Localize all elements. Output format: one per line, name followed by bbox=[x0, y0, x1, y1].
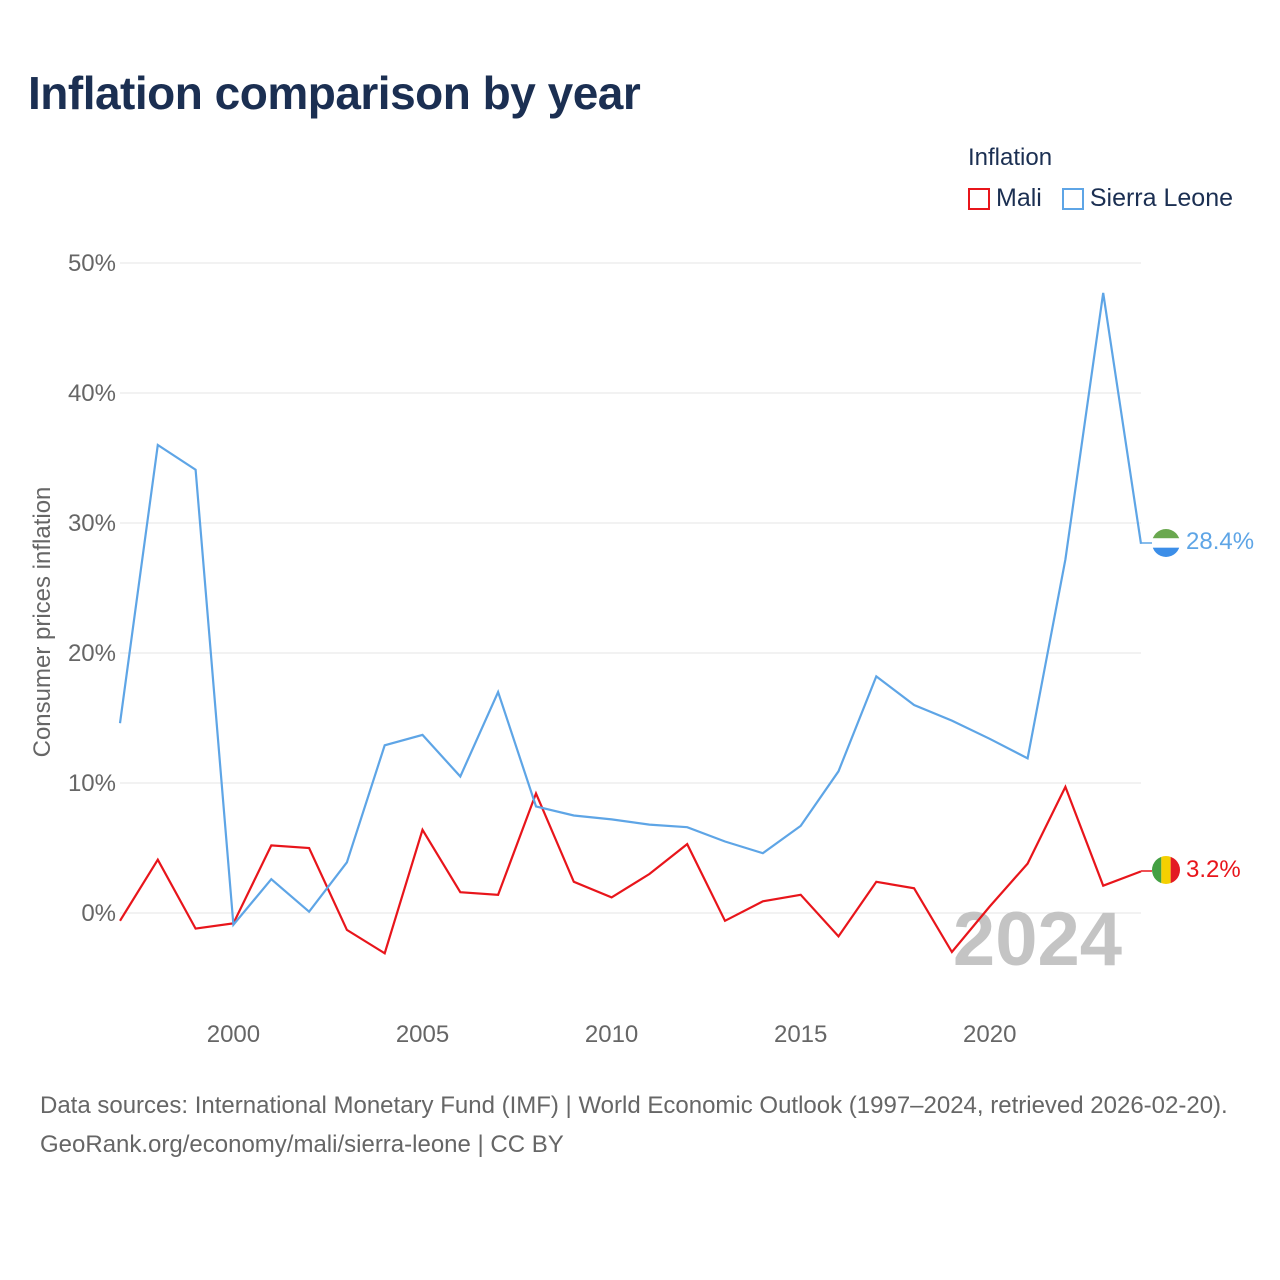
legend-label-mali: Mali bbox=[996, 184, 1042, 212]
chart-title: Inflation comparison by year bbox=[28, 67, 641, 119]
gridlines bbox=[120, 262, 1141, 914]
x-tick-label: 2020 bbox=[963, 1021, 1016, 1048]
y-axis-label: Consumer prices inflation bbox=[29, 487, 56, 758]
legend-title: Inflation bbox=[968, 144, 1053, 171]
inflation-line-chart: 0% 10% 20% 30% 40% 50% 2000 2005 2010 2015 2020 C… bbox=[29, 250, 1254, 1048]
legend-items: Mali Sierra Leone bbox=[968, 184, 1233, 213]
data-sources: Data sources: International Monetary Fun… bbox=[40, 1092, 1228, 1119]
y-tick-label: 50% bbox=[68, 250, 116, 277]
y-tick-label: 20% bbox=[68, 640, 116, 667]
mali-flag bbox=[1152, 856, 1180, 884]
y-tick-label: 30% bbox=[68, 510, 116, 537]
sierra-leone-end-label: 28.4% bbox=[1186, 528, 1254, 555]
mali-end-label: 3.2% bbox=[1186, 856, 1241, 883]
legend-label-sierra-leone: Sierra Leone bbox=[1089, 184, 1233, 212]
x-tick-label: 2015 bbox=[774, 1021, 827, 1048]
legend-swatch-sierra-leone bbox=[1061, 187, 1084, 210]
y-tick-label: 40% bbox=[68, 380, 116, 407]
x-tick-label: 2005 bbox=[396, 1021, 449, 1048]
watermark-year: 2024 bbox=[953, 897, 1122, 982]
y-tick-label: 10% bbox=[68, 770, 116, 797]
sierra-leone-flag bbox=[1152, 529, 1180, 557]
series-line-sierra-leone bbox=[118, 292, 1143, 928]
legend-swatch-mali bbox=[968, 187, 990, 210]
x-axis-ticks: 2000 2005 2010 2015 2020 bbox=[207, 1021, 1017, 1048]
series-line-mali bbox=[119, 784, 1142, 955]
series-lines bbox=[118, 292, 1143, 955]
y-tick-label: 0% bbox=[81, 900, 116, 927]
credit-line: GeoRank.org/economy/mali/sierra-leone | … bbox=[40, 1131, 564, 1158]
legend: Inflation Mali Sierra Leone bbox=[968, 144, 1233, 213]
x-tick-label: 2010 bbox=[585, 1021, 638, 1048]
legend-item-sierra-leone[interactable]: Sierra Leone bbox=[1061, 184, 1233, 213]
footer: Data sources: International Monetary Fun… bbox=[40, 1086, 1250, 1164]
y-axis-ticks: 0% 10% 20% 30% 40% 50% bbox=[68, 250, 116, 927]
x-tick-label: 2000 bbox=[207, 1021, 260, 1048]
legend-item-mali[interactable]: Mali bbox=[968, 184, 1042, 213]
